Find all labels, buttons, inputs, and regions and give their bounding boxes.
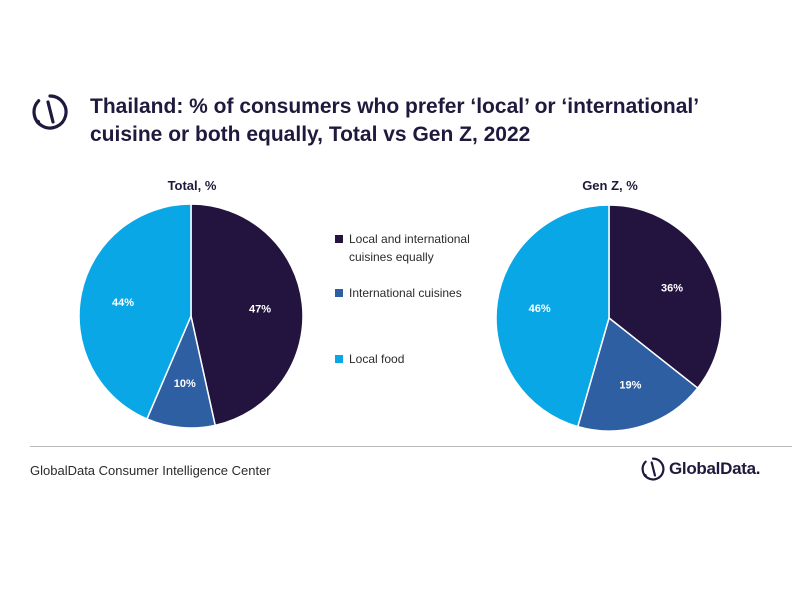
source-credit: GlobalData Consumer Intelligence Center (30, 463, 271, 478)
brand-name: GlobalData. (669, 459, 761, 478)
pie-slice-local-food (495, 204, 610, 428)
pie-title-gen-z: Gen Z, % (582, 178, 638, 193)
pie-slice-local-food (78, 203, 192, 420)
pie-value-label: 19% (619, 380, 641, 392)
pie-value-label: 36% (661, 282, 683, 294)
pie-value-label: 46% (529, 303, 551, 315)
legend-label: International cuisines (349, 286, 462, 300)
legend-label: Local food (349, 352, 405, 366)
legend-item-international: International cuisines (335, 284, 495, 350)
legend-swatch (335, 355, 343, 363)
globaldata-logo-icon (32, 94, 68, 130)
globaldata-logo-icon (641, 457, 665, 481)
chart-title: Thailand: % of consumers who prefer ‘loc… (90, 95, 698, 146)
pie-value-label: 10% (174, 378, 196, 390)
pie-slice-international (576, 316, 699, 432)
pie-title-total: Total, % (167, 178, 217, 193)
pie-value-label: 44% (112, 297, 134, 309)
pie-value-label: 47% (249, 303, 271, 315)
legend-swatch (335, 235, 343, 243)
legend-item-local-food: Local food (335, 350, 495, 368)
pie-chart-total: 47% 10% 44% (78, 203, 304, 429)
pie-slice-local-and-international (190, 203, 304, 427)
globaldata-brand: GlobalData. (640, 454, 760, 484)
legend-swatch (335, 289, 343, 297)
legend-label: Local and international cuisines equally (349, 232, 470, 264)
pie-chart-gen-z: 36% 19% 46% (495, 204, 723, 432)
legend: Local and international cuisines equally… (335, 230, 495, 368)
pie-slice-local-and-international (608, 204, 723, 390)
legend-item-local-and-international: Local and international cuisines equally (335, 230, 495, 284)
divider (30, 446, 792, 447)
